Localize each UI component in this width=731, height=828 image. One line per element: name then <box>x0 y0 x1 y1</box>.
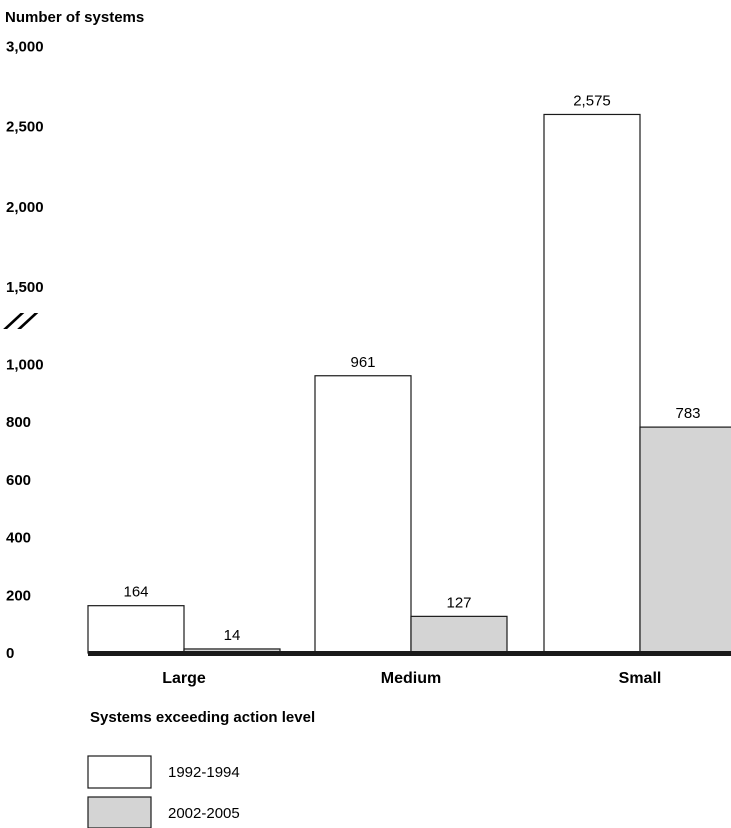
y-tick-label-0: 0 <box>6 645 14 662</box>
bars-group <box>87 113 731 654</box>
legend-swatch-1992-1994 <box>87 755 152 789</box>
x-axis-baseline <box>88 651 731 656</box>
data-label-medium-1992-1994: 961 <box>350 354 375 371</box>
axis-break-symbol: // <box>1 309 38 334</box>
y-tick-label-2000: 2,000 <box>6 199 44 216</box>
category-labels: Large Medium Small <box>162 670 661 687</box>
y-tick-label-400: 400 <box>6 530 31 547</box>
y-tick-label-200: 200 <box>6 587 31 604</box>
bar-small-1992-1994 <box>543 113 641 654</box>
bar-small-2002-2005 <box>639 426 731 654</box>
data-label-medium-2002-2005: 127 <box>446 594 471 611</box>
legend-label-2002-2005: 2002-2005 <box>168 805 240 822</box>
legend-label-1992-1994: 1992-1994 <box>168 764 240 781</box>
legend: 1992-1994 2002-2005 <box>87 755 240 828</box>
category-label-small: Small <box>619 670 662 687</box>
y-axis-ticks: 0 200 400 600 800 1,000 1,500 2,000 2,500 3,000 <box>6 38 44 662</box>
bar-medium-1992-1994 <box>314 375 412 654</box>
data-labels-group: 164 14 961 127 2,575 783 <box>123 92 700 643</box>
category-label-large: Large <box>162 670 206 687</box>
y-tick-label-2500: 2,500 <box>6 119 44 136</box>
y-tick-label-3000: 3,000 <box>6 38 44 55</box>
legend-swatch-2002-2005 <box>87 796 152 828</box>
y-tick-label-800: 800 <box>6 414 31 431</box>
data-label-small-1992-1994: 2,575 <box>573 92 611 109</box>
bar-large-1992-1994 <box>87 605 185 654</box>
data-label-large-2002-2005: 14 <box>224 627 241 644</box>
bar-medium-2002-2005 <box>410 615 508 654</box>
y-axis-title: Number of systems <box>5 9 144 26</box>
x-axis-title: Systems exceeding action level <box>90 709 315 726</box>
y-tick-label-1000: 1,000 <box>6 357 44 374</box>
data-label-small-2002-2005: 783 <box>675 405 700 422</box>
data-label-large-1992-1994: 164 <box>123 584 148 601</box>
y-tick-label-600: 600 <box>6 472 31 489</box>
category-label-medium: Medium <box>381 670 441 687</box>
y-tick-label-1500: 1,500 <box>6 279 44 296</box>
